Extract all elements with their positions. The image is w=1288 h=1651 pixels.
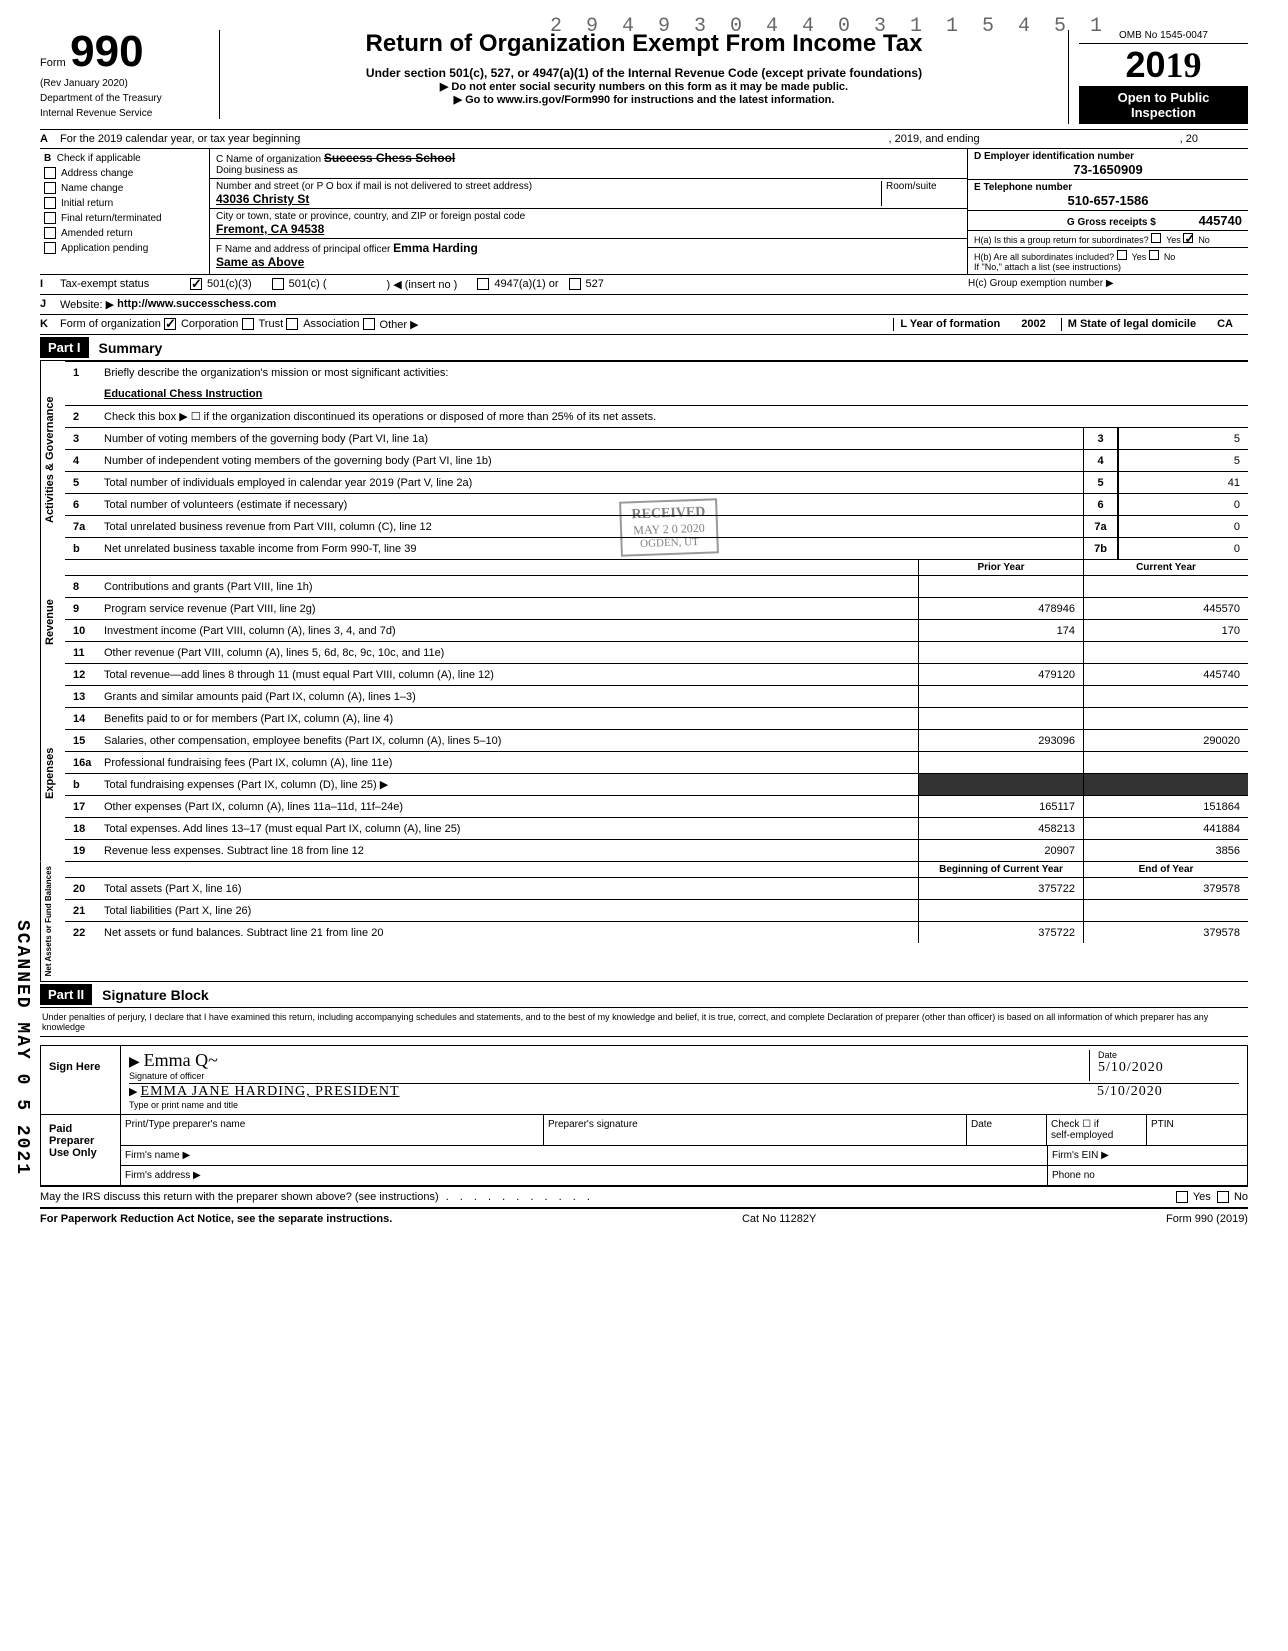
row-a: A For the 2019 calendar year, or tax yea… — [40, 130, 1248, 149]
received-stamp: RECEIVED MAY 2 0 2020 OGDEN, UT — [619, 498, 719, 556]
check-amended[interactable]: Amended return — [44, 227, 205, 239]
summary-line: 13Grants and similar amounts paid (Part … — [65, 685, 1248, 707]
summary-line: 1Briefly describe the organization's mis… — [65, 361, 1248, 383]
summary-revenue: Revenue Prior Year Current Year 8Contrib… — [40, 559, 1248, 685]
summary-line: 4Number of independent voting members of… — [65, 449, 1248, 471]
summary-line: Educational Chess Instruction — [65, 383, 1248, 405]
scanned-stamp: SCANNED MAY 0 5 2021 — [12, 920, 32, 1176]
penalty-text: Under penalties of perjury, I declare th… — [40, 1008, 1248, 1037]
summary-line: 11Other revenue (Part VIII, column (A), … — [65, 641, 1248, 663]
check-final-return[interactable]: Final return/terminated — [44, 212, 205, 224]
stamp-numbers: 2 9 4 9 3 0 4 4 0 3 1 1 5 4 5 1 — [550, 15, 1108, 38]
check-address-change[interactable]: Address change — [44, 167, 205, 179]
check-name-change[interactable]: Name change — [44, 182, 205, 194]
section-bcd: B Check if applicable Address change Nam… — [40, 149, 1248, 275]
check-501c[interactable] — [272, 278, 284, 290]
check-527[interactable] — [569, 278, 581, 290]
discuss-row: May the IRS discuss this return with the… — [40, 1187, 1248, 1209]
summary-line: bTotal fundraising expenses (Part IX, co… — [65, 773, 1248, 795]
check-4947[interactable] — [477, 278, 489, 290]
signature-block: Sign Here ▶ Emma Q~ Signature of officer… — [40, 1045, 1248, 1187]
summary-netassets: Net Assets or Fund Balances Beginning of… — [40, 861, 1248, 982]
summary-expenses: Expenses 13Grants and similar amounts pa… — [40, 685, 1248, 861]
open-public: Open to PublicInspection — [1079, 86, 1248, 124]
form-label: Form — [40, 57, 66, 69]
summary-line: 16aProfessional fundraising fees (Part I… — [65, 751, 1248, 773]
check-application-pending[interactable]: Application pending — [44, 242, 205, 254]
summary-line: 5Total number of individuals employed in… — [65, 471, 1248, 493]
check-discuss-yes[interactable] — [1176, 1191, 1188, 1203]
summary-line: 10Investment income (Part VIII, column (… — [65, 619, 1248, 641]
note2: ▶ Go to www.irs.gov/Form990 for instruct… — [230, 93, 1058, 106]
summary-line: 22Net assets or fund balances. Subtract … — [65, 921, 1248, 943]
summary-line: 12Total revenue—add lines 8 through 11 (… — [65, 663, 1248, 685]
row-i: I Tax-exempt status 501(c)(3) 501(c) ( )… — [40, 275, 1248, 295]
summary-line: 17Other expenses (Part IX, column (A), l… — [65, 795, 1248, 817]
summary-line: 15Salaries, other compensation, employee… — [65, 729, 1248, 751]
form-header: Form 990 (Rev January 2020) Department o… — [40, 30, 1248, 130]
note1: ▶ Do not enter social security numbers o… — [230, 80, 1058, 93]
part2-header: Part II Signature Block — [40, 982, 1248, 1008]
form-irs: Internal Revenue Service — [40, 108, 209, 119]
summary-line: 8Contributions and grants (Part VIII, li… — [65, 575, 1248, 597]
summary-line: 21Total liabilities (Part X, line 26) — [65, 899, 1248, 921]
summary-line: 19Revenue less expenses. Subtract line 1… — [65, 839, 1248, 861]
tax-year: 2019 — [1079, 44, 1248, 86]
footer: For Paperwork Reduction Act Notice, see … — [40, 1209, 1248, 1225]
check-other[interactable] — [363, 318, 375, 330]
check-corporation[interactable] — [164, 318, 176, 330]
summary-line: 2Check this box ▶ ☐ if the organization … — [65, 405, 1248, 427]
form-rev: (Rev January 2020) — [40, 78, 209, 89]
row-k: K Form of organization Corporation Trust… — [40, 315, 1248, 335]
part1-header: Part I Summary — [40, 335, 1248, 361]
check-trust[interactable] — [242, 318, 254, 330]
check-association[interactable] — [286, 318, 298, 330]
summary-line: 20Total assets (Part X, line 16)37572237… — [65, 877, 1248, 899]
subtitle: Under section 501(c), 527, or 4947(a)(1)… — [230, 66, 1058, 80]
check-initial-return[interactable]: Initial return — [44, 197, 205, 209]
summary-line: 3Number of voting members of the governi… — [65, 427, 1248, 449]
row-j: J Website: ▶ http://www.successchess.com — [40, 295, 1248, 315]
form-dept: Department of the Treasury — [40, 93, 209, 104]
check-501c3[interactable] — [190, 278, 202, 290]
check-discuss-no[interactable] — [1217, 1191, 1229, 1203]
summary-line: 14Benefits paid to or for members (Part … — [65, 707, 1248, 729]
form-number: 990 — [70, 27, 143, 76]
summary-line: 9Program service revenue (Part VIII, lin… — [65, 597, 1248, 619]
summary-line: 18Total expenses. Add lines 13–17 (must … — [65, 817, 1248, 839]
